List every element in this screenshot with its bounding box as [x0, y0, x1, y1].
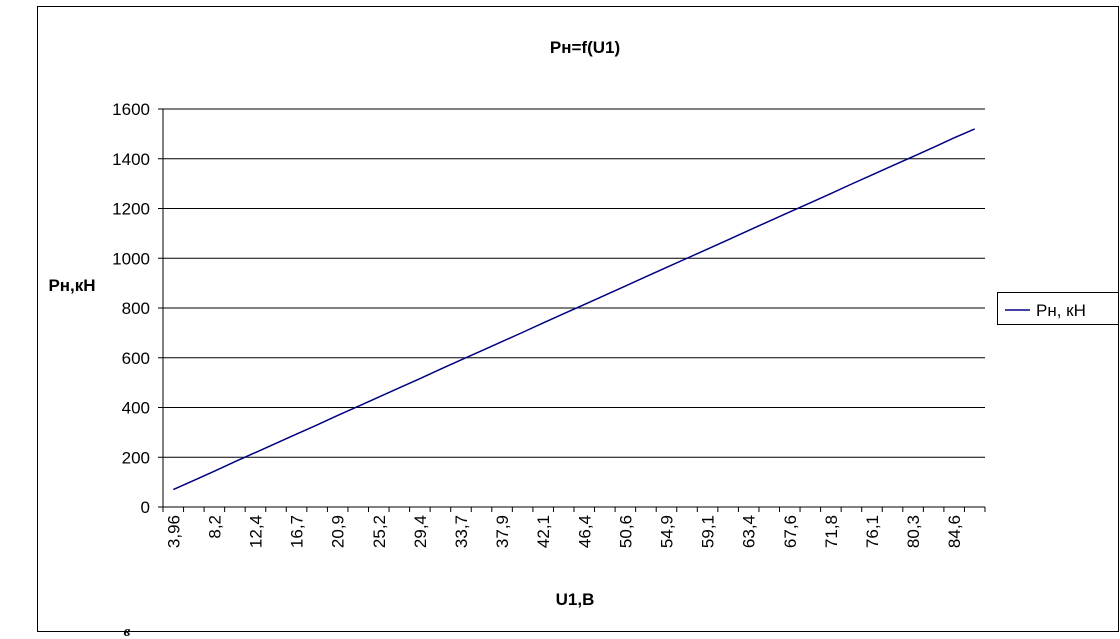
y-tick-label: 200 — [122, 448, 150, 467]
x-tick-label: 12,4 — [246, 515, 265, 548]
y-tick-label: 1200 — [112, 200, 150, 219]
y-tick-label: 800 — [122, 299, 150, 318]
y-tick-label: 1400 — [112, 150, 150, 169]
x-tick-label: 37,9 — [493, 515, 512, 548]
x-tick-label: 80,3 — [904, 515, 923, 548]
x-tick-label: 46,4 — [575, 515, 594, 548]
y-axis-label: Рн,кН — [48, 276, 95, 295]
x-tick-label: 76,1 — [863, 515, 882, 548]
x-tick-label: 33,7 — [452, 515, 471, 548]
x-tick-label: 50,6 — [616, 515, 635, 548]
chart-border — [37, 6, 1119, 632]
x-tick-label: 71,8 — [822, 515, 841, 548]
x-tick-label: 42,1 — [534, 515, 553, 548]
legend-box — [997, 292, 1119, 325]
x-axis-label: U1,В — [556, 590, 595, 609]
y-tick-label: 0 — [141, 498, 150, 517]
x-tick-label: 84,6 — [945, 515, 964, 548]
x-tick-label: 59,1 — [699, 515, 718, 548]
y-tick-label: 600 — [122, 349, 150, 368]
x-tick-label: 54,9 — [657, 515, 676, 548]
chart-title: Рн=f(U1) — [550, 38, 620, 57]
x-tick-label: 8,2 — [205, 515, 224, 539]
legend-label: Рн, кН — [1036, 301, 1086, 320]
corner-label: в — [124, 624, 131, 639]
x-tick-label: 25,2 — [370, 515, 389, 548]
x-tick-label: 16,7 — [288, 515, 307, 548]
x-tick-label: 3,96 — [164, 515, 183, 548]
line-series — [172, 128, 976, 491]
x-tick-label: 67,6 — [781, 515, 800, 548]
x-tick-label: 20,9 — [329, 515, 348, 548]
y-tick-label: 1000 — [112, 249, 150, 268]
y-tick-label: 1600 — [112, 100, 150, 119]
x-tick-label: 63,4 — [740, 515, 759, 548]
x-tick-label: 29,4 — [411, 515, 430, 548]
y-tick-label: 400 — [122, 399, 150, 418]
